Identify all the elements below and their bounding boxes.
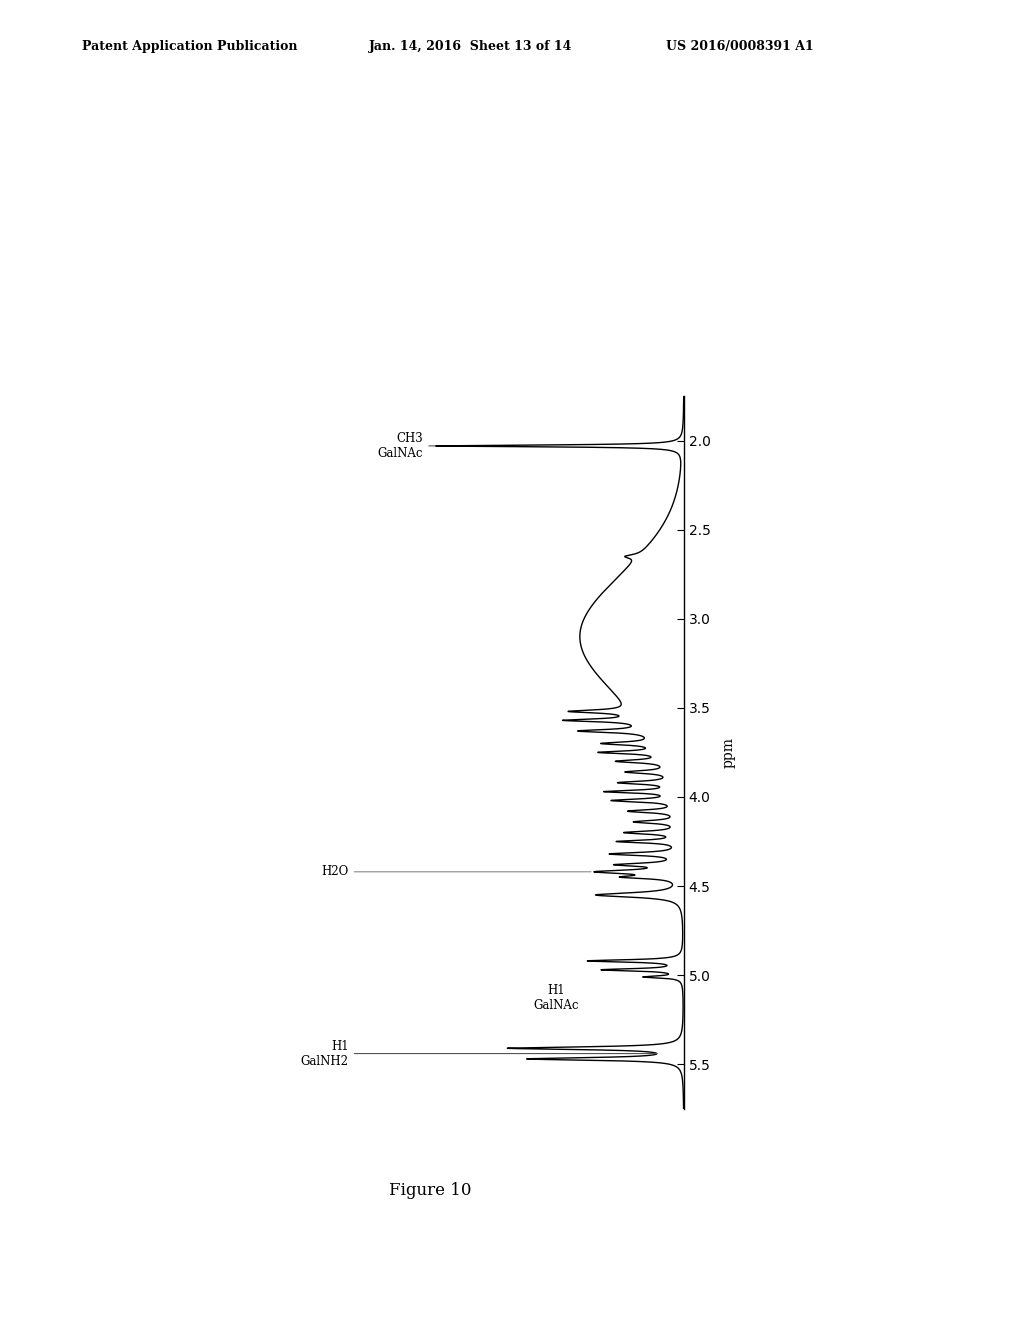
- Text: CH3
GalNAc: CH3 GalNAc: [378, 432, 435, 459]
- Text: H2O: H2O: [322, 866, 591, 878]
- Y-axis label: ppm: ppm: [722, 737, 736, 768]
- Text: Patent Application Publication: Patent Application Publication: [82, 40, 297, 53]
- Text: US 2016/0008391 A1: US 2016/0008391 A1: [666, 40, 813, 53]
- Text: H1
GalNH2: H1 GalNH2: [301, 1040, 656, 1068]
- Text: Jan. 14, 2016  Sheet 13 of 14: Jan. 14, 2016 Sheet 13 of 14: [369, 40, 572, 53]
- Text: H1
GalNAc: H1 GalNAc: [534, 983, 579, 1012]
- Text: Figure 10: Figure 10: [389, 1181, 471, 1199]
